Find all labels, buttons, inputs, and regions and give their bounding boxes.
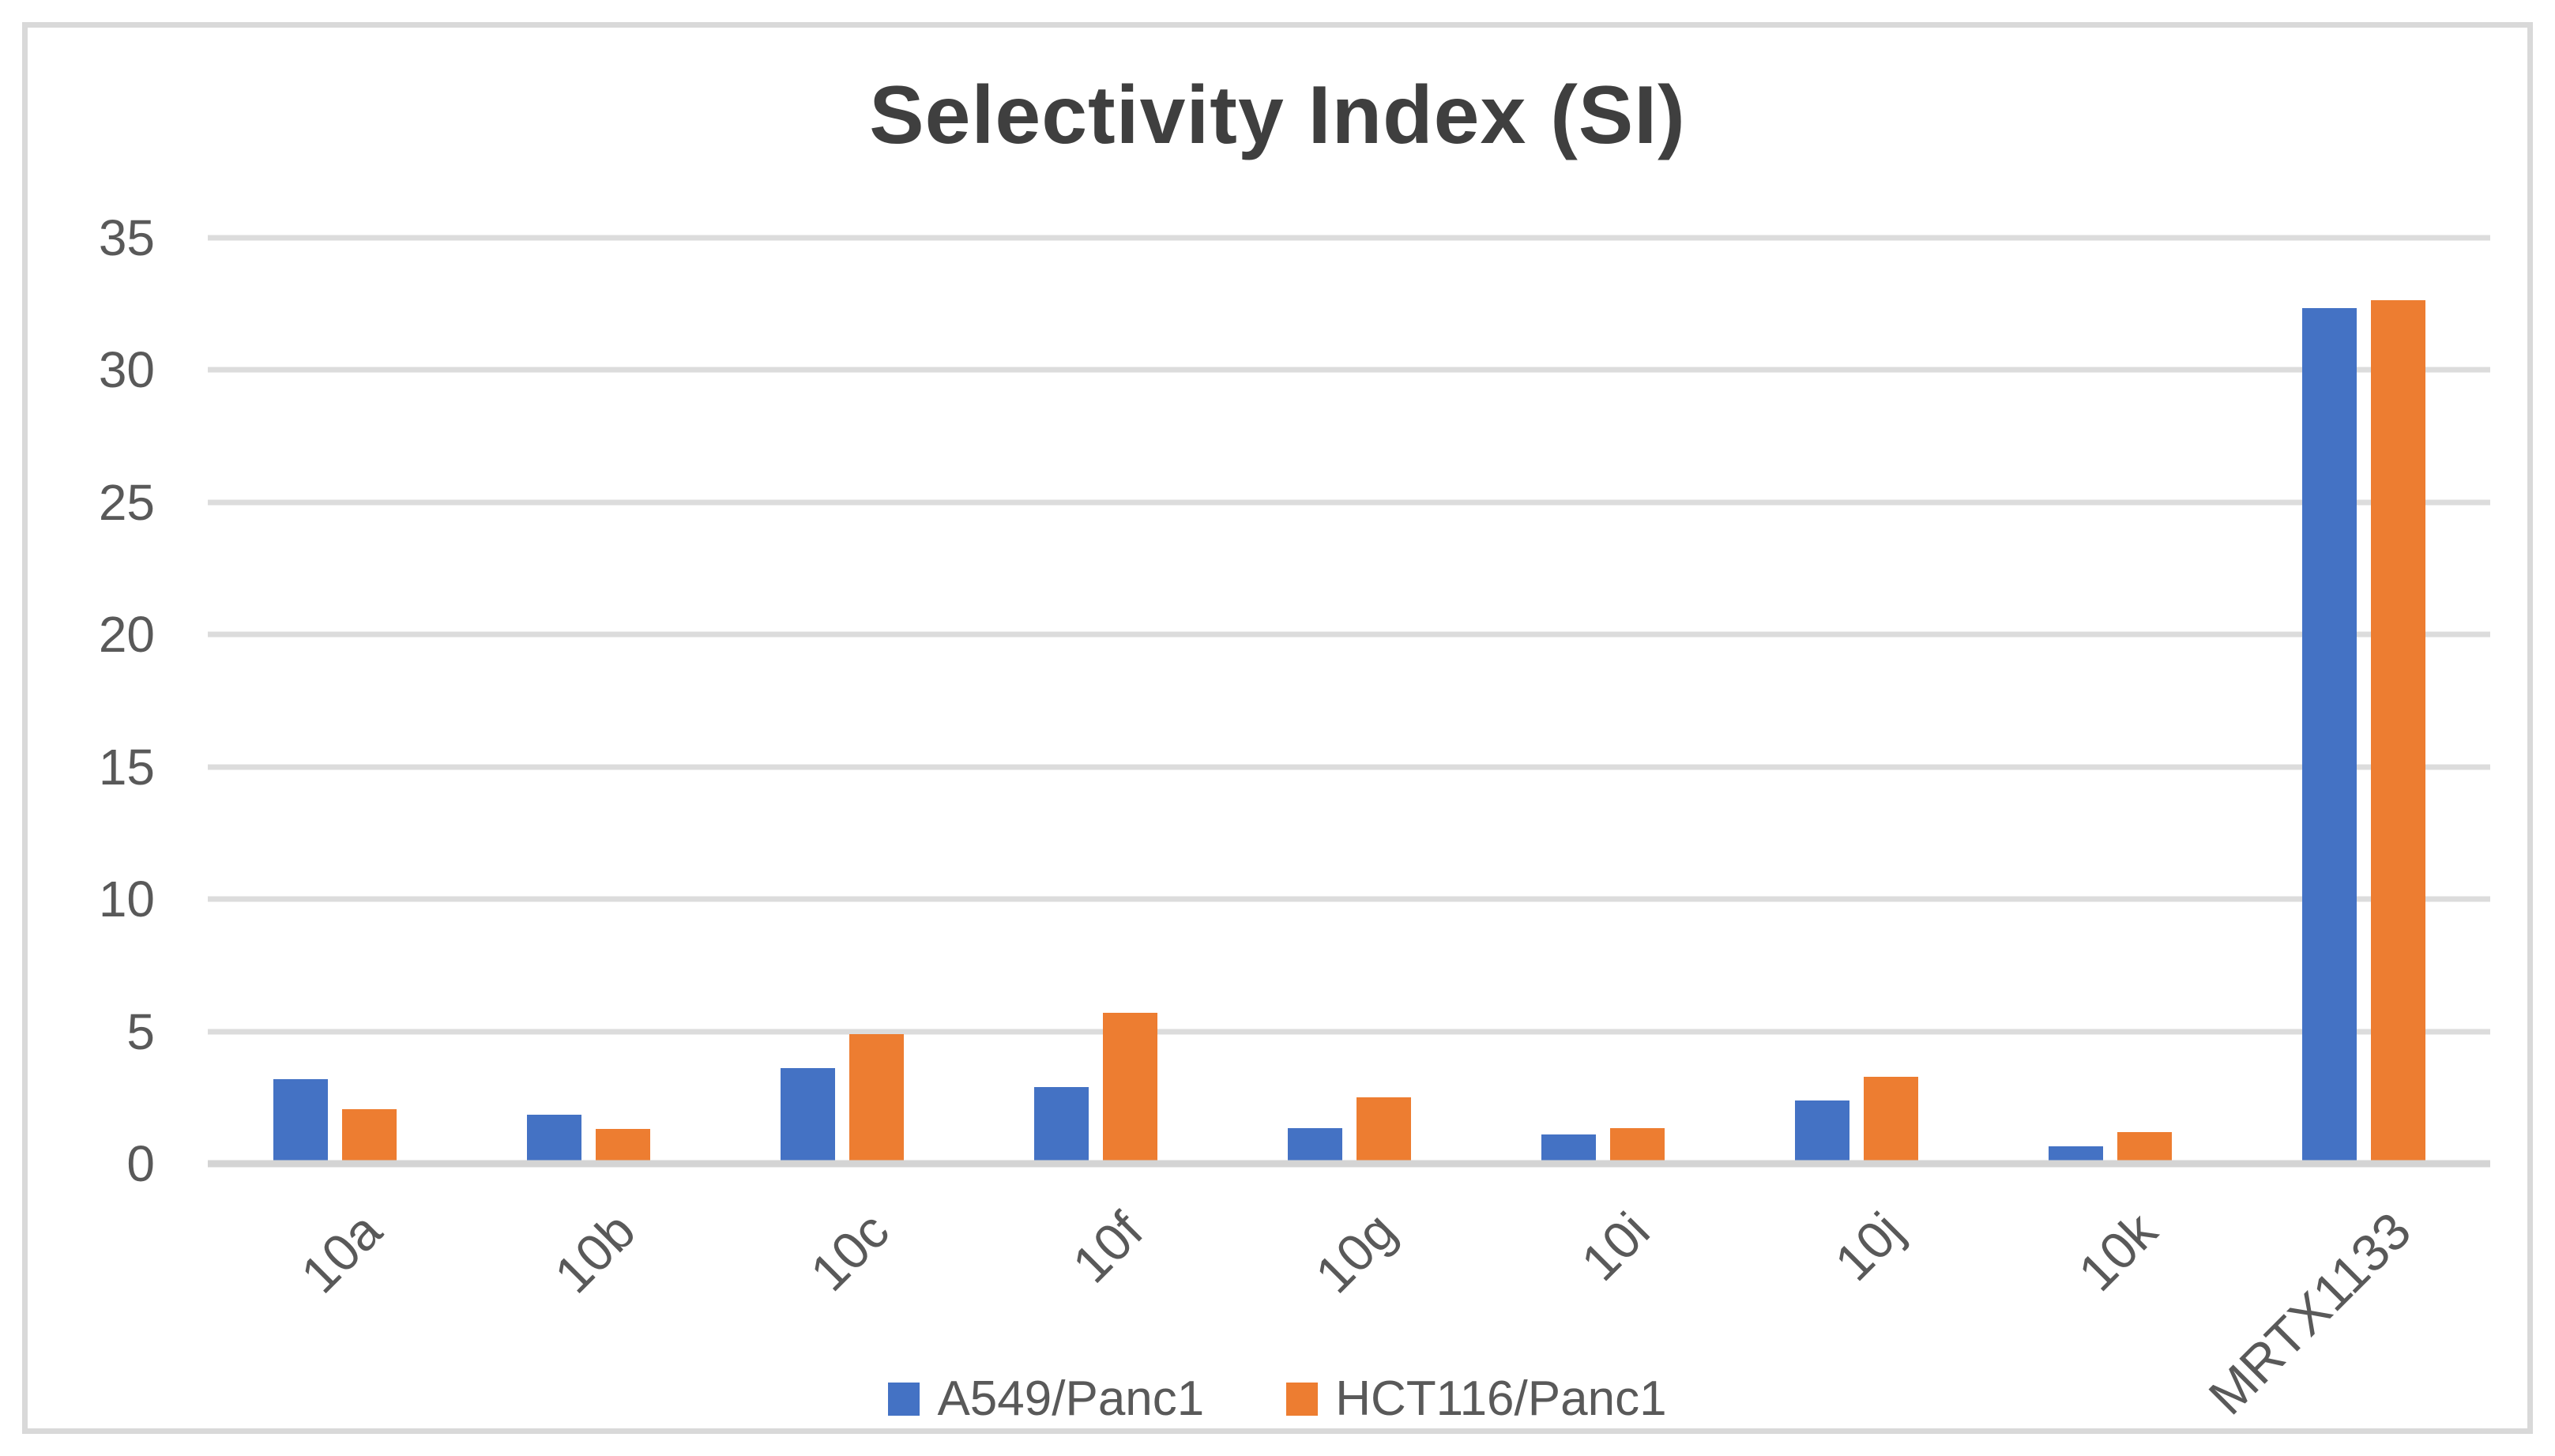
bar-group-10f bbox=[969, 238, 1222, 1164]
bar-10b-a549 bbox=[526, 1115, 581, 1164]
bar-10k-a549 bbox=[2048, 1146, 2103, 1164]
y-tick-label-25: 25 bbox=[98, 473, 155, 531]
bar-10c-a549 bbox=[780, 1068, 835, 1164]
bar-group-10j bbox=[1729, 238, 1983, 1164]
y-tick-label-30: 30 bbox=[98, 341, 155, 399]
gridline-20 bbox=[208, 631, 2490, 638]
gridline-35 bbox=[208, 235, 2490, 241]
y-tick-label-35: 35 bbox=[98, 209, 155, 266]
bar-10k-hct116 bbox=[2117, 1131, 2172, 1164]
legend-label-a549: A549/Panc1 bbox=[937, 1371, 1205, 1426]
chart-title: Selectivity Index (SI) bbox=[869, 70, 1686, 161]
x-tick-label-10i: 10i bbox=[1570, 1201, 1661, 1292]
bar-10i-hct116 bbox=[1609, 1127, 1665, 1164]
bar-group-10g bbox=[1222, 238, 1476, 1164]
legend-swatch-blue-icon bbox=[888, 1383, 920, 1416]
chart-frame: Selectivity Index (SI) 0 5 10 15 20 25 30 35 10… bbox=[22, 22, 2533, 1434]
bar-10j-a549 bbox=[1794, 1100, 1849, 1164]
legend-swatch-orange-icon bbox=[1286, 1383, 1319, 1416]
bar-10j-hct116 bbox=[1863, 1076, 1918, 1164]
bar-10f-a549 bbox=[1033, 1086, 1089, 1164]
bar-10i-a549 bbox=[1541, 1134, 1596, 1164]
gridline-15 bbox=[208, 764, 2490, 770]
bar-10b-hct116 bbox=[595, 1129, 650, 1164]
x-tick-label-10c: 10c bbox=[799, 1201, 901, 1302]
y-tick-label-15: 15 bbox=[98, 738, 155, 796]
y-tick-label-5: 5 bbox=[126, 1003, 155, 1060]
bar-MRTX1133-hct116 bbox=[2370, 299, 2425, 1164]
bar-10g-a549 bbox=[1287, 1127, 1342, 1164]
bar-group-10k bbox=[1983, 238, 2237, 1164]
bar-group-10c bbox=[715, 238, 969, 1164]
bar-10c-hct116 bbox=[849, 1033, 904, 1164]
y-tick-label-0: 0 bbox=[126, 1135, 155, 1192]
x-tick-label-10b: 10b bbox=[543, 1201, 647, 1304]
bar-10a-hct116 bbox=[341, 1109, 397, 1164]
bar-group-10b bbox=[461, 238, 715, 1164]
gridline-30 bbox=[208, 367, 2490, 373]
bar-groups bbox=[208, 238, 2490, 1164]
bar-group-MRTX1133 bbox=[2237, 238, 2490, 1164]
x-tick-label-10j: 10j bbox=[1823, 1201, 1915, 1292]
x-tick-label-10k: 10k bbox=[2067, 1201, 2169, 1302]
gridline-5 bbox=[208, 1029, 2490, 1035]
bar-10a-a549 bbox=[273, 1078, 328, 1164]
legend-item-hct116: HCT116/Panc1 bbox=[1286, 1371, 1667, 1426]
y-tick-label-10: 10 bbox=[98, 871, 155, 928]
gridline-25 bbox=[208, 499, 2490, 506]
legend-item-a549: A549/Panc1 bbox=[888, 1375, 1204, 1424]
gridline-0 bbox=[208, 1160, 2490, 1168]
x-tick-label-10a: 10a bbox=[289, 1201, 393, 1304]
bar-MRTX1133-a549 bbox=[2301, 307, 2357, 1164]
bar-group-10a bbox=[208, 238, 461, 1164]
bar-group-10i bbox=[1476, 238, 1729, 1164]
y-tick-label-20: 20 bbox=[98, 606, 155, 664]
bar-10g-hct116 bbox=[1356, 1097, 1411, 1164]
x-tick-label-10f: 10f bbox=[1060, 1201, 1154, 1294]
gridline-10 bbox=[208, 896, 2490, 902]
x-tick-label-10g: 10g bbox=[1304, 1201, 1408, 1304]
plot-area bbox=[208, 235, 2490, 1168]
legend: A549/Panc1 HCT116/Panc1 bbox=[28, 1375, 2527, 1424]
legend-label-hct116: HCT116/Panc1 bbox=[1335, 1371, 1667, 1426]
y-axis-labels: 0 5 10 15 20 25 30 35 bbox=[56, 213, 155, 1189]
bar-10f-hct116 bbox=[1102, 1013, 1157, 1164]
